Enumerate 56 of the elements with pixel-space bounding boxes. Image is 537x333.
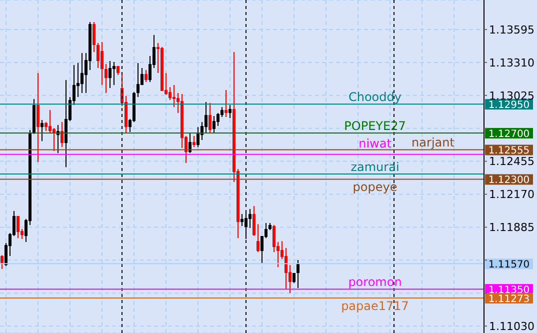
text: 1.12300 [488, 175, 530, 186]
candlestick [144, 69, 148, 82]
candlestick [220, 106, 224, 118]
y-tick-label: 1.11885 [489, 221, 534, 234]
ref-line-label: papae1717 [341, 298, 409, 313]
text: 1.11570 [488, 260, 530, 271]
y-tick-label: 1.12170 [489, 188, 534, 202]
candlestick [100, 41, 104, 86]
candlestick [112, 61, 116, 86]
y-tick-label: 1.13310 [489, 56, 534, 70]
candlestick [212, 115, 216, 134]
candlestick [96, 42, 100, 68]
text: 1.12950 [488, 100, 530, 112]
candlestick [116, 66, 120, 76]
ref-line-label: niwat [358, 136, 392, 151]
candlestick [272, 224, 276, 253]
candlestick [76, 62, 80, 98]
candlestick [60, 121, 64, 148]
candlestick [284, 248, 288, 290]
candlestick [296, 260, 300, 289]
ref-line-label: popeye [352, 180, 398, 194]
candlestick [224, 89, 228, 118]
candlestick [36, 72, 40, 162]
candlestick [168, 86, 172, 101]
ref-line-label: POPEYE27 [344, 118, 406, 133]
ref-line-label: poromon [348, 275, 402, 290]
ref-line-label: zamurai [350, 160, 400, 174]
y-tick-label: 1.13595 [489, 23, 534, 36]
ref-line-label: narjant [412, 136, 455, 150]
candlestick [172, 84, 176, 108]
candlestick [0, 254, 4, 270]
candlestick [256, 224, 260, 253]
candlestick [40, 120, 44, 142]
candlestick [16, 215, 20, 239]
candlestick [108, 60, 112, 88]
text: 1.11273 [488, 294, 530, 305]
candlestick [204, 101, 208, 134]
candlestick [216, 112, 220, 127]
y-tick-label: 1.12455 [489, 155, 534, 168]
candlestick [44, 121, 48, 132]
candlestick [48, 109, 52, 134]
candlestick [240, 214, 244, 227]
ref-line-label: Chooddy [348, 90, 402, 104]
candlestick [136, 62, 140, 98]
candlestick [196, 126, 200, 148]
candlestick [228, 104, 232, 119]
candlestick [92, 21, 96, 53]
candlestick [192, 135, 196, 148]
candlestick [104, 64, 108, 94]
candlestick [248, 208, 252, 229]
candlestick [208, 102, 212, 134]
text: 1.12700 [488, 128, 530, 140]
candlestick [80, 52, 84, 94]
text: 1.12555 [488, 146, 530, 157]
candlestick [252, 206, 256, 236]
y-tick-label: 1.11030 [489, 320, 534, 333]
